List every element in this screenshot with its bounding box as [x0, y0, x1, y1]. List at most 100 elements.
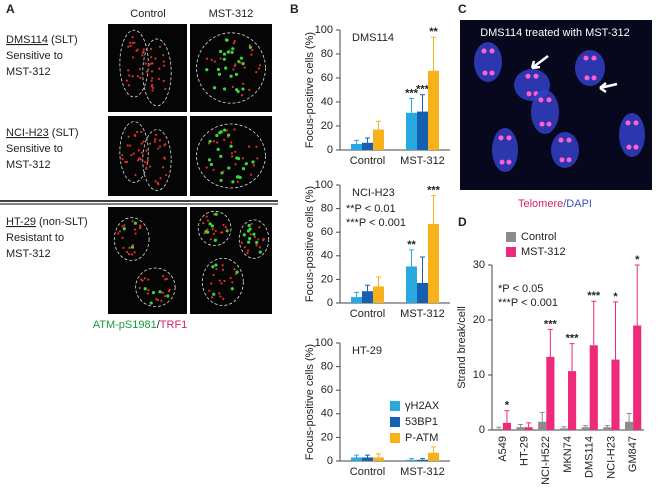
focus [138, 286, 141, 290]
error-bar [354, 454, 359, 458]
focus [219, 178, 223, 183]
y-tick-label: 60 [321, 226, 333, 238]
focus [219, 130, 223, 134]
row-type: (non-SLT) [39, 216, 88, 228]
error-bar [420, 256, 425, 283]
bar [603, 427, 612, 430]
error-bar [431, 195, 436, 224]
telomere [566, 137, 572, 143]
telomere [499, 159, 505, 165]
focus [133, 251, 136, 254]
cell-outline [196, 32, 266, 104]
focus [209, 238, 212, 241]
row-type: (SLT) [51, 34, 78, 46]
cell-outline [119, 121, 149, 183]
focus [207, 142, 211, 145]
focus [167, 290, 171, 293]
focus [141, 51, 145, 54]
focus [133, 221, 138, 225]
focus [148, 165, 152, 168]
focus [118, 230, 122, 233]
focus [226, 228, 229, 231]
telomere [489, 70, 495, 76]
significance: *** [544, 318, 558, 330]
focus [210, 58, 213, 62]
chart-title: DMS114 [352, 32, 394, 44]
error-bar [431, 446, 436, 453]
error-bar [376, 120, 381, 130]
focus [233, 128, 236, 131]
y-tick-label: 20 [321, 273, 333, 285]
error-bar [613, 301, 618, 360]
y-tick-label: 20 [473, 314, 485, 326]
significance: *** [405, 87, 419, 99]
focus [122, 227, 126, 231]
focus [233, 268, 236, 271]
focus [216, 67, 221, 72]
error-bar [365, 137, 370, 143]
focus [206, 219, 210, 222]
focus [142, 48, 145, 51]
focus [209, 162, 213, 167]
focus [247, 249, 250, 252]
focus [158, 145, 162, 148]
telomere [481, 48, 487, 54]
focus [138, 224, 142, 227]
focus [149, 47, 153, 51]
row-label: NCI-H23 (SLT) [6, 127, 78, 139]
focus [203, 232, 206, 235]
focus [248, 45, 253, 49]
cell-outline [196, 123, 266, 189]
focus [220, 282, 223, 285]
focus [244, 162, 248, 166]
focus [256, 157, 259, 160]
y-axis-label: Strand break/cell [456, 306, 468, 389]
focus [158, 139, 162, 142]
bar [406, 266, 417, 303]
cell-outline [238, 219, 270, 259]
focus [143, 287, 147, 291]
focus [230, 152, 234, 155]
error-bar [569, 343, 575, 372]
bar [633, 325, 642, 430]
y-tick-label: 30 [473, 259, 485, 271]
focus [217, 72, 222, 76]
focus [206, 228, 209, 231]
error-bar [526, 422, 532, 428]
bar [494, 428, 503, 430]
error-bar [365, 284, 370, 292]
focus [212, 86, 217, 90]
focus [250, 53, 253, 56]
focus [212, 273, 215, 277]
focus [234, 63, 237, 66]
focus [208, 289, 211, 292]
focus [212, 232, 215, 235]
focus [214, 263, 218, 267]
focus [222, 170, 225, 173]
focus [255, 71, 258, 74]
focus [230, 50, 234, 54]
y-tick-label: 0 [327, 144, 333, 156]
row-label: MST-312 [6, 248, 51, 260]
focus [257, 238, 260, 241]
focus [219, 295, 222, 298]
cell-outline [201, 257, 244, 306]
bar [351, 457, 362, 461]
focus [147, 63, 151, 66]
cell-outline [119, 29, 149, 98]
focus [151, 77, 154, 80]
focus [128, 144, 132, 147]
focus [234, 150, 237, 153]
significance: * [505, 400, 510, 412]
focus [127, 135, 130, 138]
bar [625, 421, 634, 430]
focus [125, 160, 129, 164]
y-tick-label: 20 [321, 431, 333, 443]
focus [247, 145, 251, 148]
focus [211, 228, 214, 231]
focus [250, 173, 253, 176]
focus [241, 87, 245, 91]
focus [162, 54, 165, 57]
focus [255, 145, 258, 148]
telomere [498, 135, 504, 141]
